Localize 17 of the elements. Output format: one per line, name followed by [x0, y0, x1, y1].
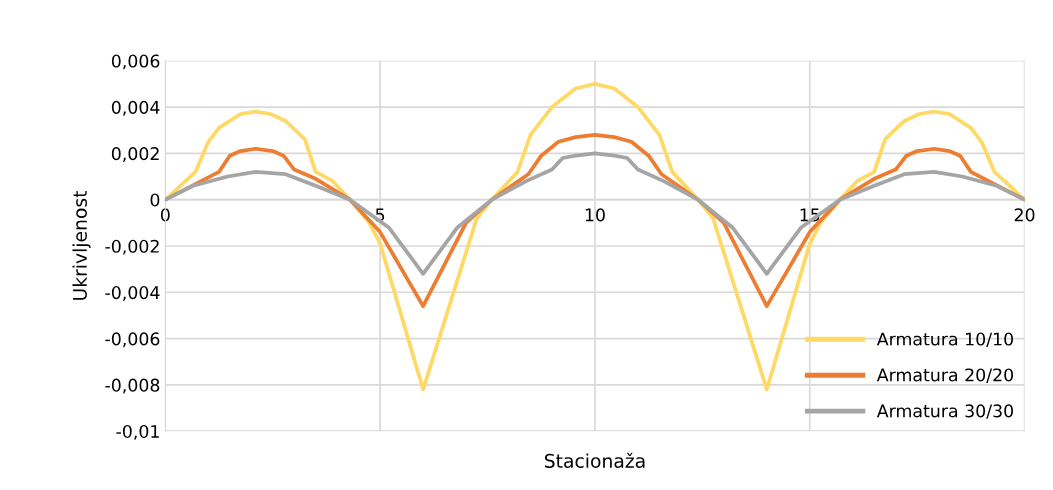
y-tick-label: -0,002	[105, 239, 159, 255]
x-tick-label: 20	[1014, 208, 1035, 222]
y-axis-title: Ukrivljenost	[72, 190, 91, 300]
legend-label: Armatura 10/10	[876, 332, 1013, 347]
y-tick-label: -0,006	[105, 332, 160, 348]
y-tick-label: -0,004	[105, 286, 160, 301]
x-axis-title: Stacionaža	[544, 452, 645, 468]
y-tick-label: -0,008	[105, 378, 160, 394]
x-tick-label: 10	[585, 208, 605, 222]
y-tick-label: 0,002	[111, 147, 159, 162]
legend-label: Armatura 20/20	[876, 368, 1013, 383]
y-tick-label: 0,006	[111, 54, 160, 70]
y-tick-label: -0,01	[116, 424, 159, 440]
y-tick-label: 0,004	[111, 100, 160, 116]
legend-label: Armatura 30/30	[876, 404, 1013, 419]
x-tick-label: 0	[160, 208, 170, 222]
y-tick-label: 0	[150, 193, 160, 207]
